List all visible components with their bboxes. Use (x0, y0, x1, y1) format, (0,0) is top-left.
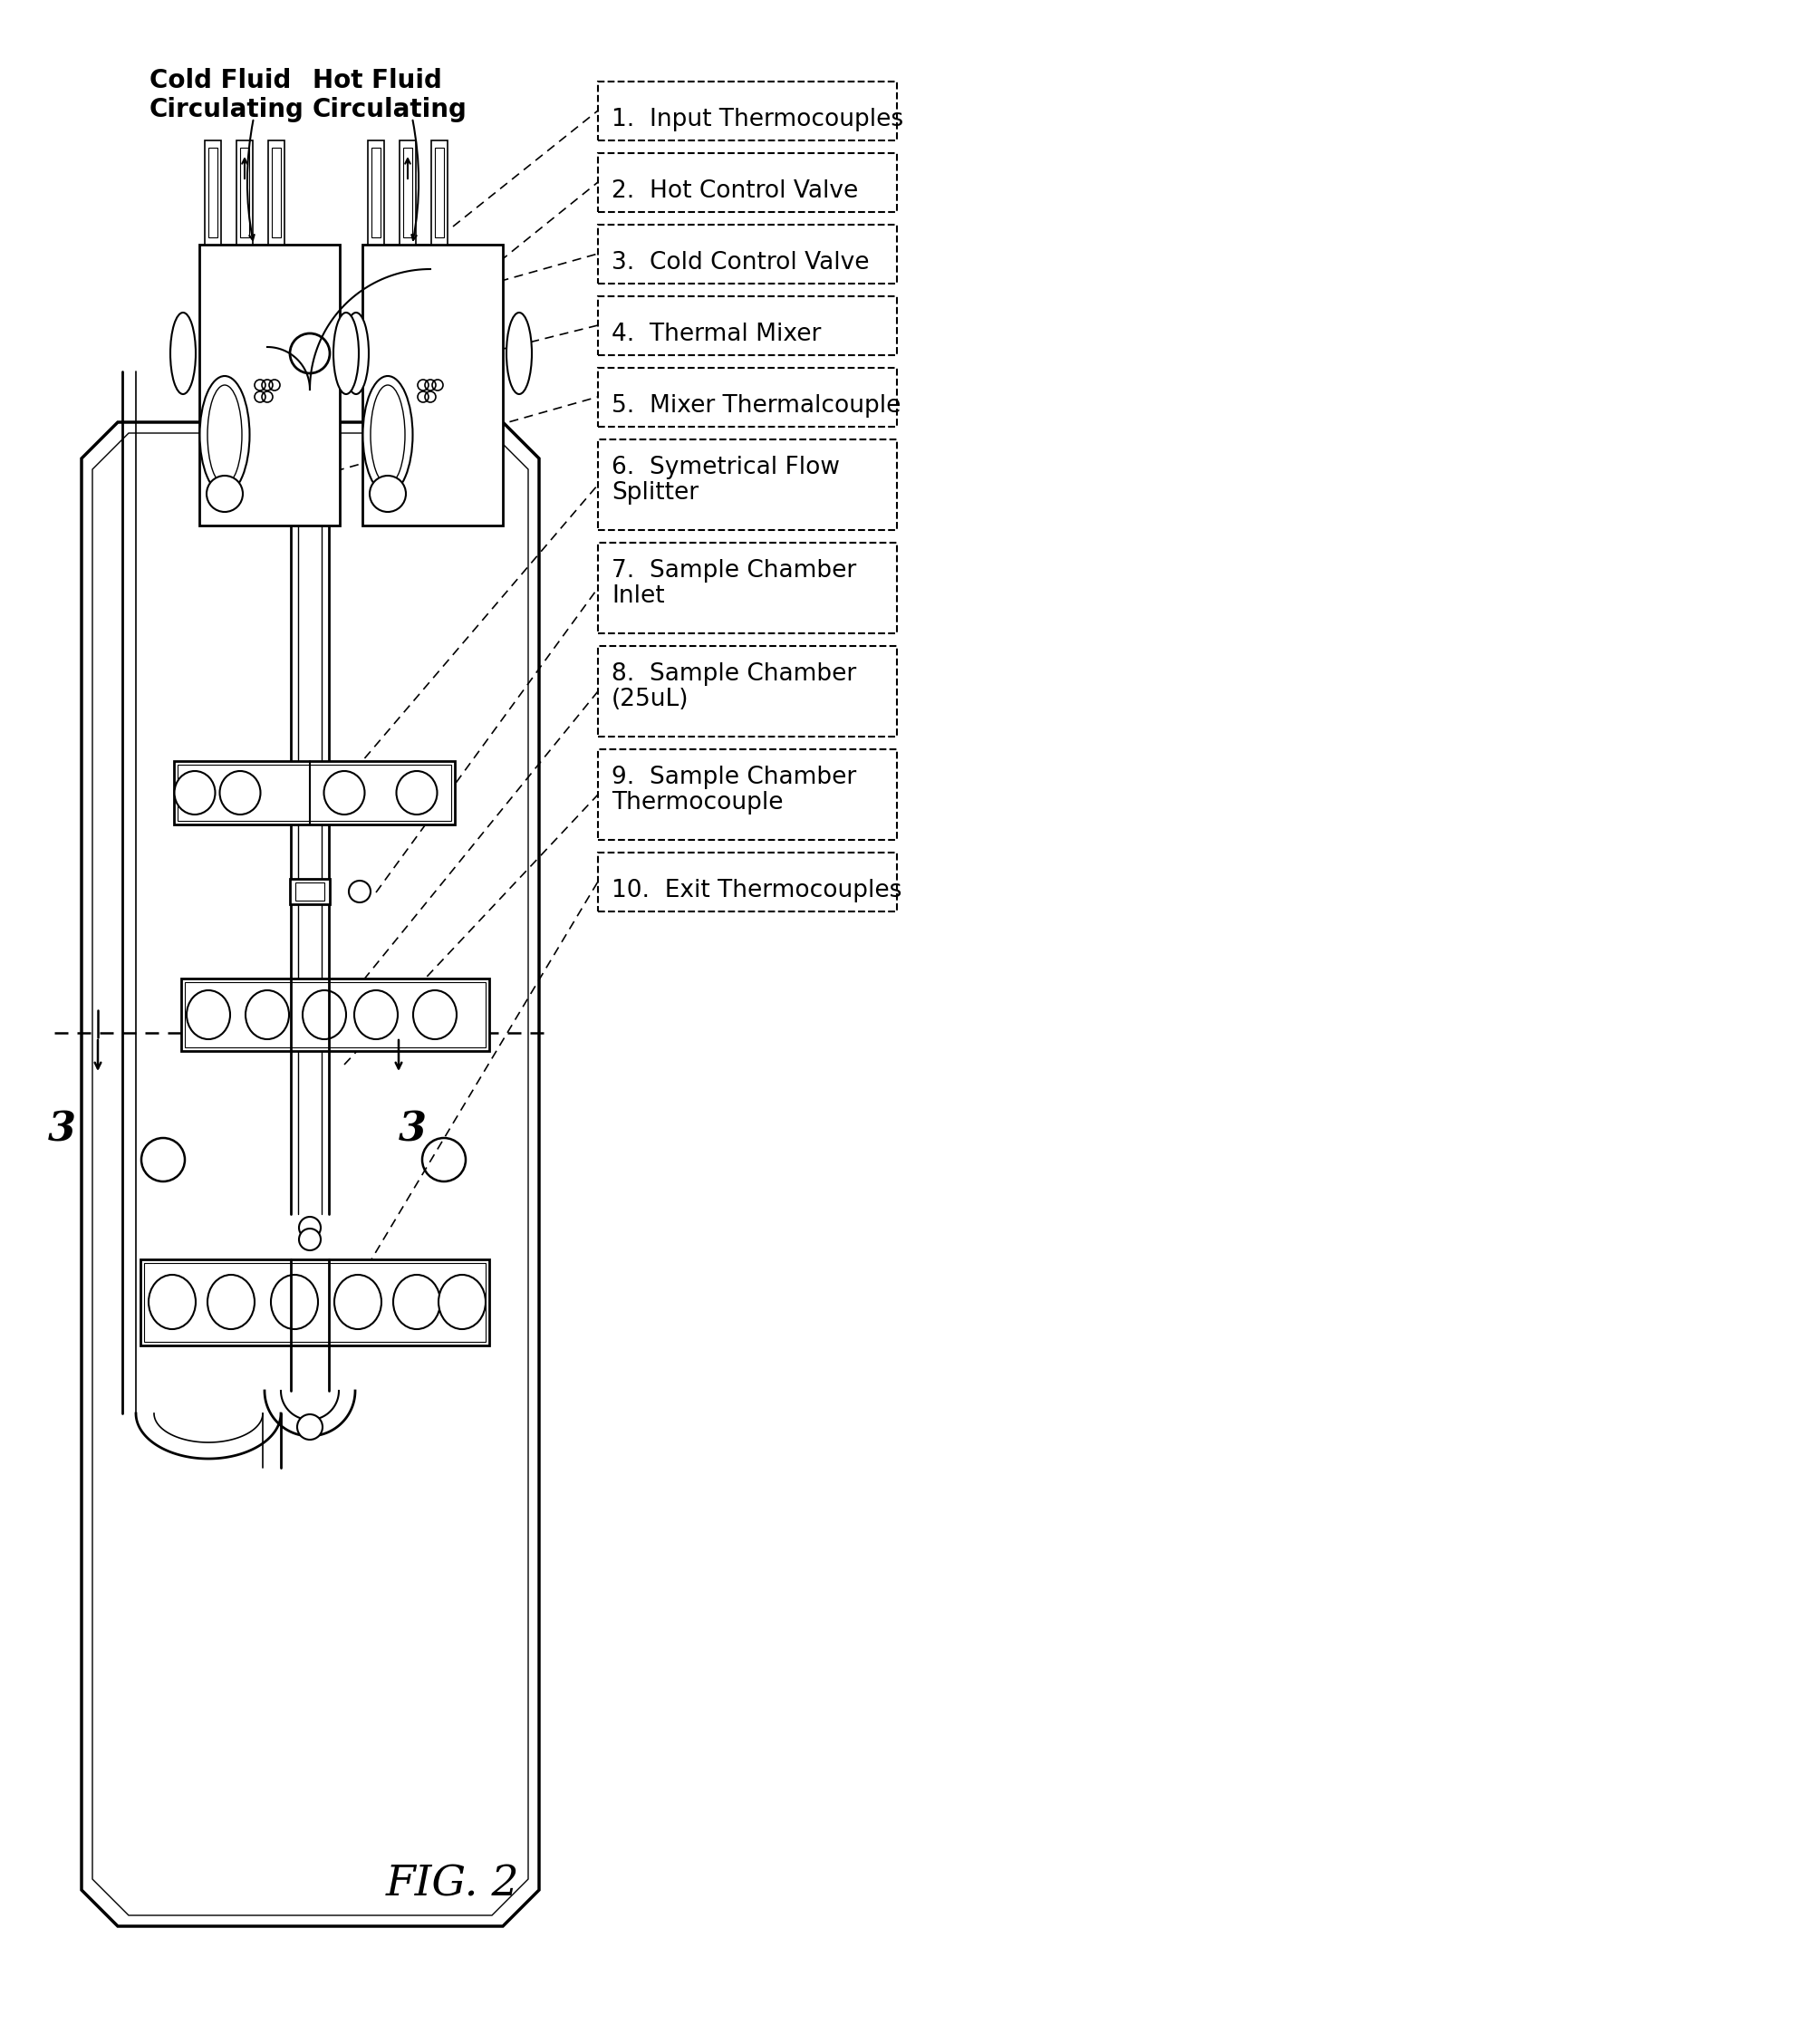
Text: Cold Fluid
Circulating: Cold Fluid Circulating (149, 67, 304, 123)
Text: 7.  Sample Chamber: 7. Sample Chamber (612, 558, 857, 583)
Text: 5.  Mixer Thermalcouple: 5. Mixer Thermalcouple (612, 394, 901, 417)
Circle shape (299, 1216, 321, 1239)
Text: Hot Fluid
Circulating: Hot Fluid Circulating (312, 67, 467, 123)
Ellipse shape (397, 771, 437, 814)
Text: (25uL): (25uL) (612, 687, 689, 711)
Bar (145, 1263, 486, 1341)
Polygon shape (82, 423, 540, 1925)
Ellipse shape (439, 1275, 486, 1329)
Bar (402, 147, 413, 237)
Text: 1.  Input Thermocouples: 1. Input Thermocouples (612, 108, 904, 131)
Bar (598, 544, 897, 634)
Bar (598, 439, 897, 529)
Ellipse shape (219, 771, 261, 814)
Bar (399, 141, 417, 245)
Ellipse shape (362, 376, 413, 495)
Text: 4.  Thermal Mixer: 4. Thermal Mixer (612, 323, 821, 345)
Bar (181, 979, 489, 1051)
Bar (598, 852, 897, 912)
Bar (290, 879, 330, 903)
Bar (205, 141, 221, 245)
Bar (199, 245, 341, 525)
Ellipse shape (393, 1275, 440, 1329)
Bar (141, 1259, 489, 1345)
Text: Thermocouple: Thermocouple (612, 791, 783, 814)
Bar (362, 245, 504, 525)
Bar (598, 296, 897, 356)
Ellipse shape (149, 1275, 196, 1329)
Text: 3: 3 (47, 1110, 76, 1149)
Circle shape (370, 476, 406, 511)
Bar (178, 764, 451, 822)
Ellipse shape (272, 1275, 319, 1329)
Bar (598, 225, 897, 284)
Bar (295, 883, 324, 901)
Bar (272, 147, 281, 237)
Text: 3.  Cold Control Valve: 3. Cold Control Valve (612, 251, 870, 274)
Ellipse shape (170, 313, 196, 394)
Text: 2.  Hot Control Valve: 2. Hot Control Valve (612, 180, 859, 202)
Bar (598, 368, 897, 427)
Bar (236, 141, 254, 245)
Circle shape (422, 1139, 466, 1181)
Ellipse shape (333, 1275, 381, 1329)
Ellipse shape (246, 989, 290, 1038)
Bar (598, 646, 897, 736)
Ellipse shape (324, 771, 364, 814)
Text: 8.  Sample Chamber: 8. Sample Chamber (612, 662, 857, 687)
Bar (435, 147, 444, 237)
Text: FIG. 2: FIG. 2 (386, 1864, 520, 1905)
Ellipse shape (333, 313, 359, 394)
Text: 10.  Exit Thermocouples: 10. Exit Thermocouples (612, 879, 902, 901)
Bar (368, 141, 384, 245)
Ellipse shape (413, 989, 457, 1038)
Circle shape (299, 1228, 321, 1251)
Bar (208, 147, 217, 237)
Circle shape (348, 881, 371, 901)
Text: Inlet: Inlet (612, 585, 665, 607)
Text: 6.  Symetrical Flow: 6. Symetrical Flow (612, 456, 841, 478)
Bar (598, 153, 897, 213)
Ellipse shape (344, 313, 370, 394)
Text: Splitter: Splitter (612, 480, 699, 505)
Bar (431, 141, 448, 245)
Ellipse shape (355, 989, 399, 1038)
Bar (598, 750, 897, 840)
Text: 9.  Sample Chamber: 9. Sample Chamber (612, 766, 857, 789)
Bar (174, 760, 455, 824)
Ellipse shape (303, 989, 346, 1038)
Circle shape (290, 333, 330, 374)
Ellipse shape (187, 989, 230, 1038)
Bar (185, 981, 486, 1047)
Circle shape (141, 1139, 185, 1181)
Bar (598, 82, 897, 141)
Ellipse shape (207, 1275, 254, 1329)
Bar (371, 147, 381, 237)
Ellipse shape (507, 313, 533, 394)
Ellipse shape (199, 376, 250, 495)
Circle shape (297, 1414, 323, 1439)
Bar (239, 147, 250, 237)
Ellipse shape (174, 771, 216, 814)
Bar (268, 141, 284, 245)
Text: 3: 3 (399, 1110, 426, 1149)
Circle shape (207, 476, 243, 511)
